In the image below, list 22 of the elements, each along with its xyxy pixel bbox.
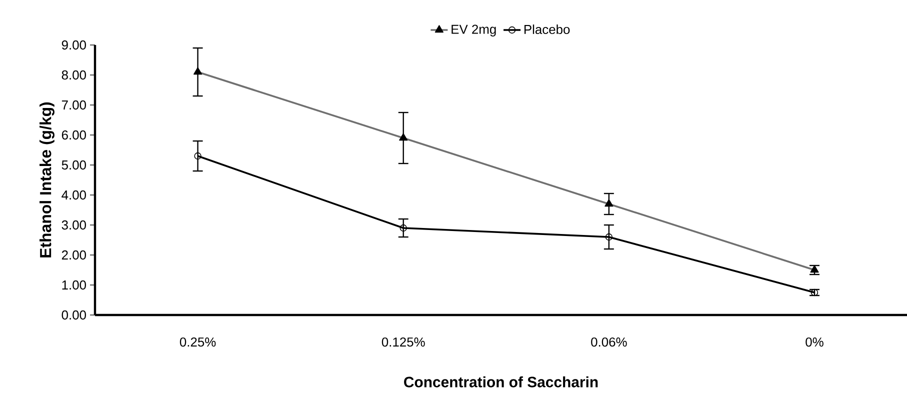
y-axis-title: Ethanol Intake (g/kg) (40, 102, 54, 258)
x-tick-label: 0.25% (180, 337, 216, 347)
y-tick-label: 9.00 (62, 40, 86, 50)
y-tick-label: 0.00 (62, 310, 86, 320)
point (605, 233, 613, 241)
point (194, 152, 202, 160)
y-tick-label: 4.00 (62, 190, 86, 200)
x-tick-label: 0% (806, 337, 824, 347)
y-tick-label: 3.00 (62, 220, 86, 230)
legend-label: Placebo (524, 24, 570, 34)
y-tick-label: 5.00 (62, 160, 86, 170)
x-axis-title: Concentration of Saccharin (404, 376, 598, 388)
point (810, 288, 818, 296)
y-tick-label: 8.00 (62, 70, 86, 80)
x-tick-label: 0.125% (382, 337, 425, 347)
y-tick-label: 6.00 (62, 130, 86, 140)
point (400, 224, 407, 232)
y-tick-label: 1.00 (62, 280, 86, 290)
y-tick-label: 2.00 (62, 250, 86, 260)
y-tick-label: 7.00 (62, 100, 86, 110)
legend-label: EV 2mg (452, 24, 496, 36)
x-tick-label: 0.06% (591, 337, 627, 347)
